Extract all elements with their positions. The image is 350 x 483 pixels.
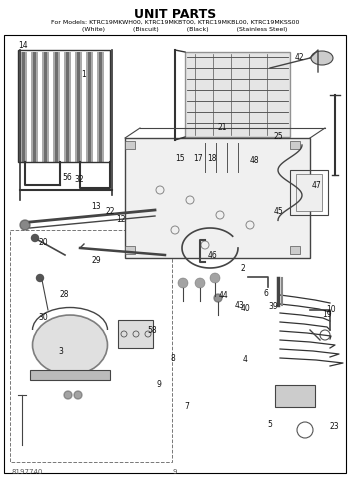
Text: 12: 12 bbox=[116, 215, 126, 224]
Text: 9: 9 bbox=[157, 381, 162, 389]
Bar bbox=[99, 52, 102, 162]
Text: 19: 19 bbox=[322, 311, 332, 319]
Text: 3: 3 bbox=[59, 347, 64, 356]
Text: 58: 58 bbox=[147, 327, 157, 335]
Text: 40: 40 bbox=[241, 304, 251, 313]
Bar bbox=[66, 52, 69, 162]
Text: 32: 32 bbox=[74, 175, 84, 184]
Bar bbox=[88, 52, 91, 162]
Circle shape bbox=[36, 274, 43, 282]
Bar bbox=[290, 141, 300, 149]
Text: 22: 22 bbox=[105, 207, 115, 216]
Text: 8: 8 bbox=[171, 354, 176, 363]
Circle shape bbox=[266, 196, 274, 204]
Text: 13: 13 bbox=[91, 202, 101, 211]
Text: 20: 20 bbox=[39, 238, 49, 247]
Bar bbox=[20, 52, 27, 162]
Bar bbox=[31, 52, 38, 162]
Bar bbox=[30, 370, 110, 380]
Text: 5: 5 bbox=[267, 420, 272, 428]
Bar bbox=[125, 246, 135, 254]
Bar bbox=[53, 52, 60, 162]
Circle shape bbox=[195, 278, 205, 288]
Text: 44: 44 bbox=[218, 291, 228, 300]
Bar bbox=[42, 52, 49, 162]
Text: 21: 21 bbox=[217, 124, 227, 132]
Ellipse shape bbox=[150, 193, 160, 215]
Text: 23: 23 bbox=[329, 422, 339, 430]
Text: 9: 9 bbox=[173, 469, 177, 475]
Text: 45: 45 bbox=[273, 207, 283, 216]
Ellipse shape bbox=[311, 51, 333, 65]
Bar bbox=[10, 230, 172, 462]
Text: 42: 42 bbox=[294, 54, 304, 62]
Bar bbox=[118, 320, 153, 348]
Text: 8197740: 8197740 bbox=[12, 469, 43, 475]
Text: 29: 29 bbox=[91, 256, 101, 265]
Bar bbox=[290, 246, 300, 254]
Bar bbox=[200, 140, 250, 175]
Text: UNIT PARTS: UNIT PARTS bbox=[134, 8, 216, 21]
Bar bbox=[77, 52, 80, 162]
Circle shape bbox=[178, 278, 188, 288]
Circle shape bbox=[64, 391, 72, 399]
Ellipse shape bbox=[265, 212, 275, 224]
Text: 10: 10 bbox=[326, 305, 336, 313]
Bar bbox=[86, 52, 93, 162]
Ellipse shape bbox=[33, 315, 107, 375]
Text: 48: 48 bbox=[250, 156, 260, 165]
Bar bbox=[290, 170, 328, 215]
Text: 30: 30 bbox=[39, 313, 49, 322]
Bar bbox=[97, 52, 104, 162]
Text: 7: 7 bbox=[185, 402, 190, 411]
Text: (White)              (Biscuit)              (Black)              (Stainless Stee: (White) (Biscuit) (Black) (Stainless Ste… bbox=[62, 27, 288, 32]
Bar bbox=[64, 52, 71, 162]
Bar bbox=[296, 174, 322, 211]
Text: 4: 4 bbox=[243, 355, 247, 364]
Ellipse shape bbox=[282, 195, 294, 205]
Bar bbox=[232, 162, 308, 238]
Text: 2: 2 bbox=[241, 264, 246, 272]
Text: 1: 1 bbox=[82, 71, 86, 79]
Bar bbox=[33, 52, 36, 162]
Text: 17: 17 bbox=[193, 154, 203, 163]
Text: 18: 18 bbox=[207, 154, 217, 163]
Bar bbox=[275, 385, 315, 407]
Bar bbox=[125, 141, 135, 149]
Text: 28: 28 bbox=[60, 290, 70, 299]
Bar bbox=[155, 193, 265, 215]
Circle shape bbox=[214, 294, 222, 302]
Bar bbox=[125, 138, 310, 258]
Text: For Models: KTRC19MKWH00, KTRC19MKBT00, KTRC19MKBL00, KTRC19MKSS00: For Models: KTRC19MKWH00, KTRC19MKBT00, … bbox=[51, 20, 299, 25]
Text: 14: 14 bbox=[18, 42, 28, 50]
Text: 46: 46 bbox=[208, 251, 218, 259]
Ellipse shape bbox=[265, 176, 275, 188]
Bar bbox=[22, 52, 25, 162]
Ellipse shape bbox=[260, 193, 270, 215]
Circle shape bbox=[74, 391, 82, 399]
Text: 43: 43 bbox=[235, 301, 245, 310]
Text: 6: 6 bbox=[264, 289, 268, 298]
Bar bbox=[75, 52, 82, 162]
Bar bbox=[44, 52, 47, 162]
Bar bbox=[185, 52, 290, 137]
Text: 56: 56 bbox=[62, 173, 72, 182]
Text: 47: 47 bbox=[312, 182, 322, 190]
Circle shape bbox=[210, 273, 220, 283]
Text: 39: 39 bbox=[269, 302, 279, 311]
Text: 15: 15 bbox=[175, 154, 185, 163]
Ellipse shape bbox=[246, 195, 258, 205]
Text: 25: 25 bbox=[273, 132, 283, 141]
Circle shape bbox=[32, 235, 38, 242]
Circle shape bbox=[20, 220, 30, 230]
Bar bbox=[18, 50, 110, 162]
Bar bbox=[55, 52, 58, 162]
